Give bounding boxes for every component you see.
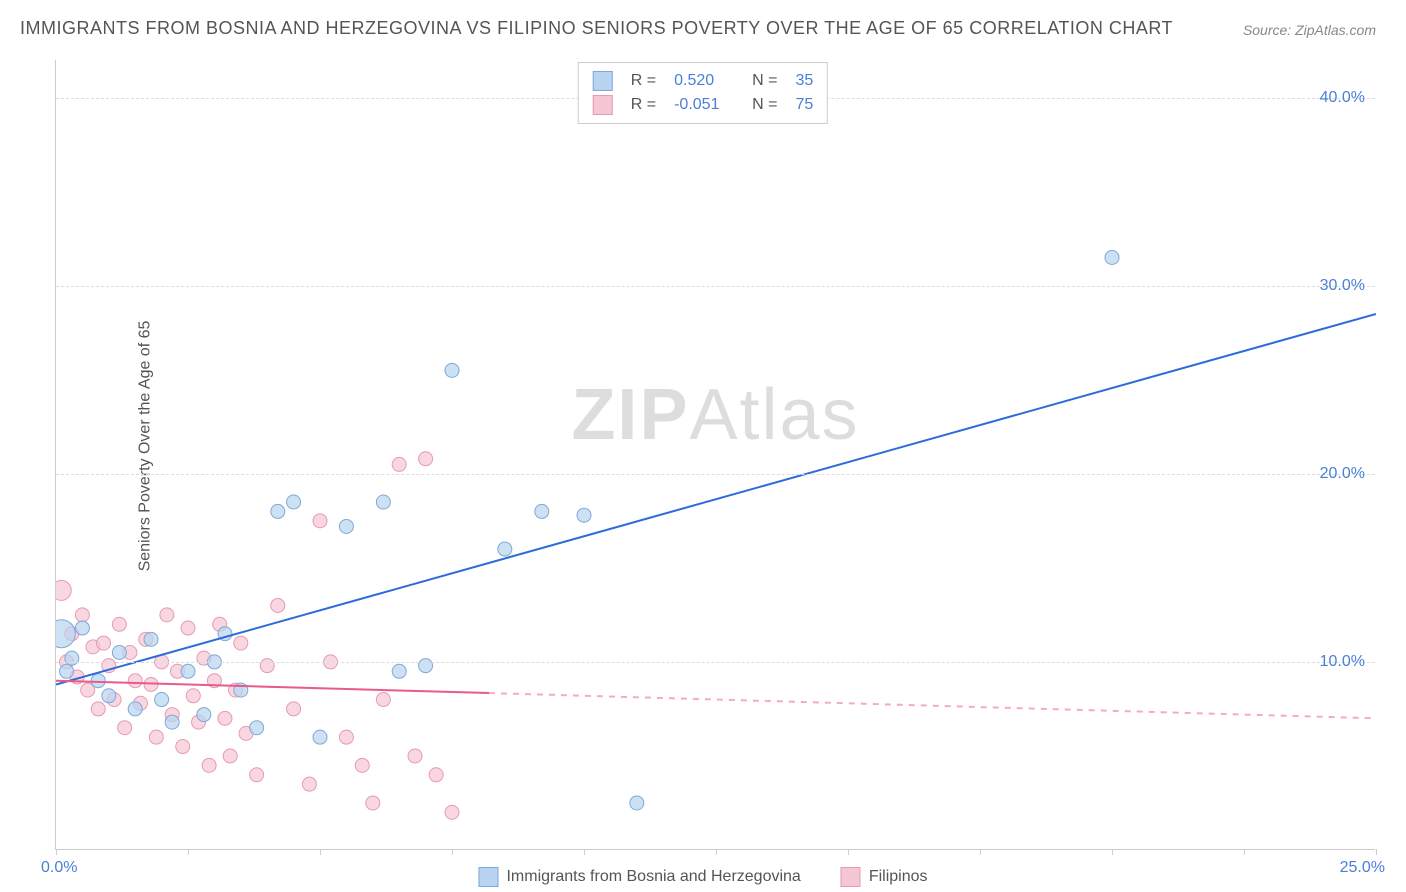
gridline	[56, 474, 1375, 475]
legend-swatch-pink	[593, 95, 613, 115]
ytick-label: 20.0%	[1320, 465, 1365, 483]
data-point	[165, 715, 179, 729]
data-point	[118, 721, 132, 735]
data-point	[149, 730, 163, 744]
data-point	[339, 519, 353, 533]
xtick-label-min: 0.0%	[41, 859, 77, 877]
data-point	[223, 749, 237, 763]
source-attribution: Source: ZipAtlas.com	[1243, 22, 1376, 38]
data-point	[498, 542, 512, 556]
data-point	[60, 664, 74, 678]
gridline	[56, 662, 1375, 663]
gridline	[56, 286, 1375, 287]
data-point	[366, 796, 380, 810]
data-point	[577, 508, 591, 522]
data-point	[56, 620, 75, 648]
xtick-label-max: 25.0%	[1340, 859, 1385, 877]
data-point	[313, 514, 327, 528]
xtick	[716, 849, 717, 855]
data-point	[128, 674, 142, 688]
data-point	[419, 452, 433, 466]
legend-item-filipinos: Filipinos	[841, 867, 928, 887]
data-point	[630, 796, 644, 810]
data-point	[181, 664, 195, 678]
data-point	[91, 674, 105, 688]
legend-series: Immigrants from Bosnia and Herzegovina F…	[478, 867, 927, 887]
data-point	[112, 617, 126, 631]
legend-row-series2: R = -0.051 N = 75	[593, 93, 813, 117]
data-point	[56, 580, 71, 600]
xtick	[56, 849, 57, 855]
data-point	[218, 711, 232, 725]
data-point	[234, 636, 248, 650]
data-point	[287, 495, 301, 509]
data-point	[202, 758, 216, 772]
ytick-label: 30.0%	[1320, 277, 1365, 295]
data-point	[392, 664, 406, 678]
legend-correlation: R = 0.520 N = 35 R = -0.051 N = 75	[578, 62, 828, 124]
data-point	[102, 689, 116, 703]
legend-swatch-pink-icon	[841, 867, 861, 887]
chart-svg	[56, 60, 1376, 850]
data-point	[186, 689, 200, 703]
data-point	[313, 730, 327, 744]
data-point	[287, 702, 301, 716]
xtick	[1112, 849, 1113, 855]
data-point	[339, 730, 353, 744]
data-point	[128, 702, 142, 716]
xtick	[1244, 849, 1245, 855]
data-point	[144, 632, 158, 646]
data-point	[250, 768, 264, 782]
data-point	[75, 608, 89, 622]
data-point	[112, 646, 126, 660]
data-point	[160, 608, 174, 622]
data-point	[271, 598, 285, 612]
data-point	[376, 693, 390, 707]
data-point	[260, 659, 274, 673]
xtick	[980, 849, 981, 855]
data-point	[181, 621, 195, 635]
data-point	[445, 805, 459, 819]
legend-item-bosnia: Immigrants from Bosnia and Herzegovina	[478, 867, 800, 887]
ytick-label: 10.0%	[1320, 653, 1365, 671]
data-point	[1105, 251, 1119, 265]
data-point	[302, 777, 316, 791]
trendline	[56, 314, 1376, 685]
data-point	[65, 651, 79, 665]
data-point	[355, 758, 369, 772]
data-point	[408, 749, 422, 763]
data-point	[155, 693, 169, 707]
xtick	[848, 849, 849, 855]
xtick	[452, 849, 453, 855]
data-point	[535, 504, 549, 518]
data-point	[75, 621, 89, 635]
trendline	[56, 681, 489, 693]
data-point	[429, 768, 443, 782]
xtick	[320, 849, 321, 855]
data-point	[97, 636, 111, 650]
legend-swatch-blue-icon	[478, 867, 498, 887]
xtick	[188, 849, 189, 855]
trendline-dashed	[489, 693, 1376, 718]
legend-swatch-blue	[593, 71, 613, 91]
data-point	[271, 504, 285, 518]
xtick	[584, 849, 585, 855]
data-point	[91, 702, 105, 716]
data-point	[419, 659, 433, 673]
data-point	[197, 708, 211, 722]
ytick-label: 40.0%	[1320, 89, 1365, 107]
data-point	[176, 740, 190, 754]
plot-area: ZIPAtlas 0.0% 25.0% 10.0%20.0%30.0%40.0%	[55, 60, 1375, 850]
data-point	[376, 495, 390, 509]
legend-row-series1: R = 0.520 N = 35	[593, 69, 813, 93]
data-point	[445, 363, 459, 377]
chart-title: IMMIGRANTS FROM BOSNIA AND HERZEGOVINA V…	[20, 18, 1173, 39]
data-point	[392, 457, 406, 471]
data-point	[250, 721, 264, 735]
xtick	[1376, 849, 1377, 855]
